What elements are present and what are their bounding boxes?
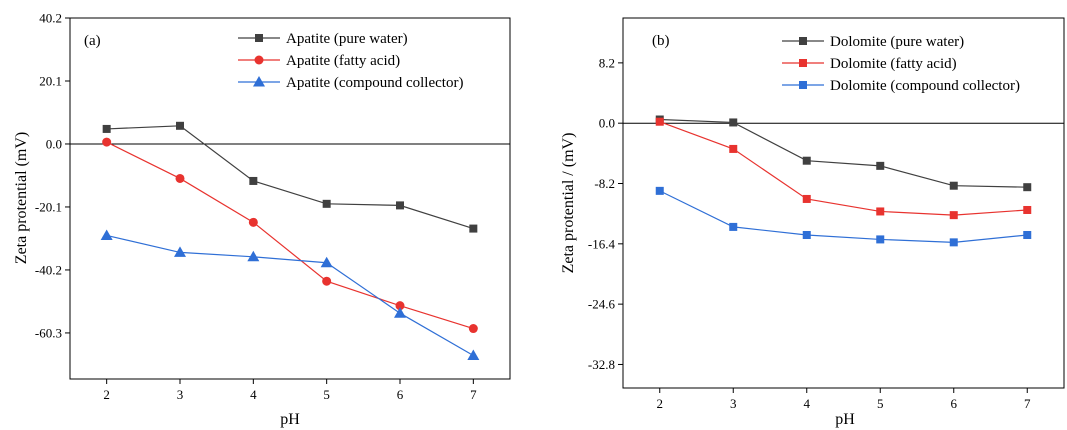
- legend-label: Dolomite (compound collector): [830, 78, 1020, 94]
- panel-b-y-axis-title: Zeta protential / (mV): [560, 133, 577, 274]
- legend-label: Apatite (fatty acid): [286, 53, 400, 69]
- series-line: [659, 118, 1028, 188]
- panel-b-x-ticks: 2 3 4 5 6 7: [657, 388, 1031, 411]
- data-point: [467, 349, 480, 360]
- x-tick-label: 2: [657, 396, 664, 411]
- y-tick-label: -32.8: [588, 357, 615, 372]
- panel-a: 40.2 20.1 0.0 -20.1 -40.2 -60.3 2 3 4 5 6 7 (a) pH…: [13, 11, 511, 428]
- y-tick-label: -24.6: [588, 297, 616, 312]
- data-point: [322, 276, 332, 286]
- data-point: [655, 186, 664, 195]
- legend-label: Apatite (pure water): [286, 31, 408, 47]
- series-line: [659, 190, 1028, 243]
- data-point: [469, 224, 478, 233]
- legend-marker: [254, 55, 264, 65]
- panel-a-legend: Apatite (pure water) Apatite (fatty acid)…: [238, 31, 463, 91]
- x-tick-label: 4: [804, 396, 811, 411]
- legend-label: Dolomite (pure water): [830, 34, 964, 50]
- y-tick-label: -40.2: [35, 262, 62, 277]
- data-point: [655, 117, 664, 126]
- data-point: [949, 238, 958, 247]
- data-point: [395, 301, 405, 311]
- panel-a-plot-frame: [69, 17, 511, 380]
- series-line: [106, 234, 474, 357]
- panel-a-y-ticks: 40.2 20.1 0.0 -20.1 -40.2 -60.3: [35, 11, 70, 340]
- data-point: [1023, 183, 1032, 192]
- panel-b-y-ticks: 8.2 0.0 -8.2 -16.4 -24.6 -32.8: [588, 55, 623, 372]
- x-tick-label: 7: [470, 387, 477, 402]
- data-point: [396, 201, 404, 210]
- data-point: [876, 235, 885, 244]
- panel-a-x-ticks: 2 3 4 5 6 7: [103, 379, 477, 402]
- data-point: [729, 118, 738, 127]
- data-point: [949, 181, 958, 190]
- data-point: [876, 207, 885, 216]
- y-tick-label: 40.2: [39, 11, 62, 26]
- data-point: [320, 256, 333, 268]
- data-point: [249, 176, 258, 185]
- data-point: [174, 246, 186, 257]
- data-point: [468, 324, 478, 334]
- legend-marker: [799, 81, 807, 89]
- x-tick-label: 3: [177, 387, 184, 402]
- y-tick-label: 8.2: [599, 55, 615, 70]
- data-point: [394, 307, 406, 318]
- data-point: [175, 173, 185, 183]
- x-tick-label: 3: [730, 396, 737, 411]
- data-point: [729, 144, 738, 153]
- panel-b-series: [655, 115, 1032, 247]
- data-point: [1023, 230, 1032, 239]
- panel-a-series: [100, 121, 480, 360]
- x-tick-label: 5: [877, 396, 884, 411]
- panel-b-x-axis-title: pH: [835, 411, 855, 428]
- legend-label: Apatite (compound collector): [286, 75, 463, 91]
- data-point: [876, 161, 885, 170]
- x-tick-label: 4: [250, 387, 257, 402]
- x-tick-label: 6: [951, 396, 958, 411]
- y-tick-label: 0.0: [46, 136, 62, 151]
- panel-b-plot-frame: [622, 17, 1065, 389]
- data-point: [802, 156, 811, 165]
- series-line: [106, 141, 474, 330]
- x-tick-label: 7: [1024, 396, 1031, 411]
- y-tick-label: -60.3: [35, 325, 62, 340]
- y-tick-label: 0.0: [599, 116, 615, 131]
- x-tick-label: 5: [323, 387, 330, 402]
- data-point: [322, 199, 331, 208]
- panel-a-label: (a): [84, 33, 101, 49]
- data-point: [729, 222, 738, 231]
- data-point: [247, 250, 260, 262]
- panel-b-legend: Dolomite (pure water) Dolomite (fatty aci…: [782, 34, 1020, 94]
- series-line: [659, 121, 1028, 216]
- data-point: [949, 211, 958, 220]
- legend-marker: [799, 59, 807, 67]
- series-line: [106, 125, 474, 230]
- x-tick-label: 2: [103, 387, 110, 402]
- x-tick-label: 6: [397, 387, 404, 402]
- y-tick-label: 20.1: [39, 73, 62, 88]
- y-tick-label: -8.2: [594, 176, 615, 191]
- data-point: [1023, 205, 1032, 214]
- data-point: [248, 217, 258, 227]
- legend-label: Dolomite (fatty acid): [830, 56, 957, 72]
- data-point: [176, 121, 184, 130]
- panel-a-y-axis-title: Zeta protential (mV): [13, 132, 30, 264]
- legend-marker: [799, 37, 807, 45]
- data-point: [802, 194, 811, 203]
- y-tick-label: -20.1: [35, 199, 62, 214]
- y-tick-label: -16.4: [588, 236, 616, 251]
- panel-b-label: (b): [652, 33, 670, 49]
- data-point: [102, 137, 112, 147]
- panel-a-x-axis-title: pH: [280, 411, 300, 428]
- data-point: [102, 124, 111, 133]
- legend-marker: [253, 76, 265, 87]
- data-point: [802, 230, 811, 239]
- legend-marker: [255, 34, 263, 42]
- data-point: [100, 229, 113, 240]
